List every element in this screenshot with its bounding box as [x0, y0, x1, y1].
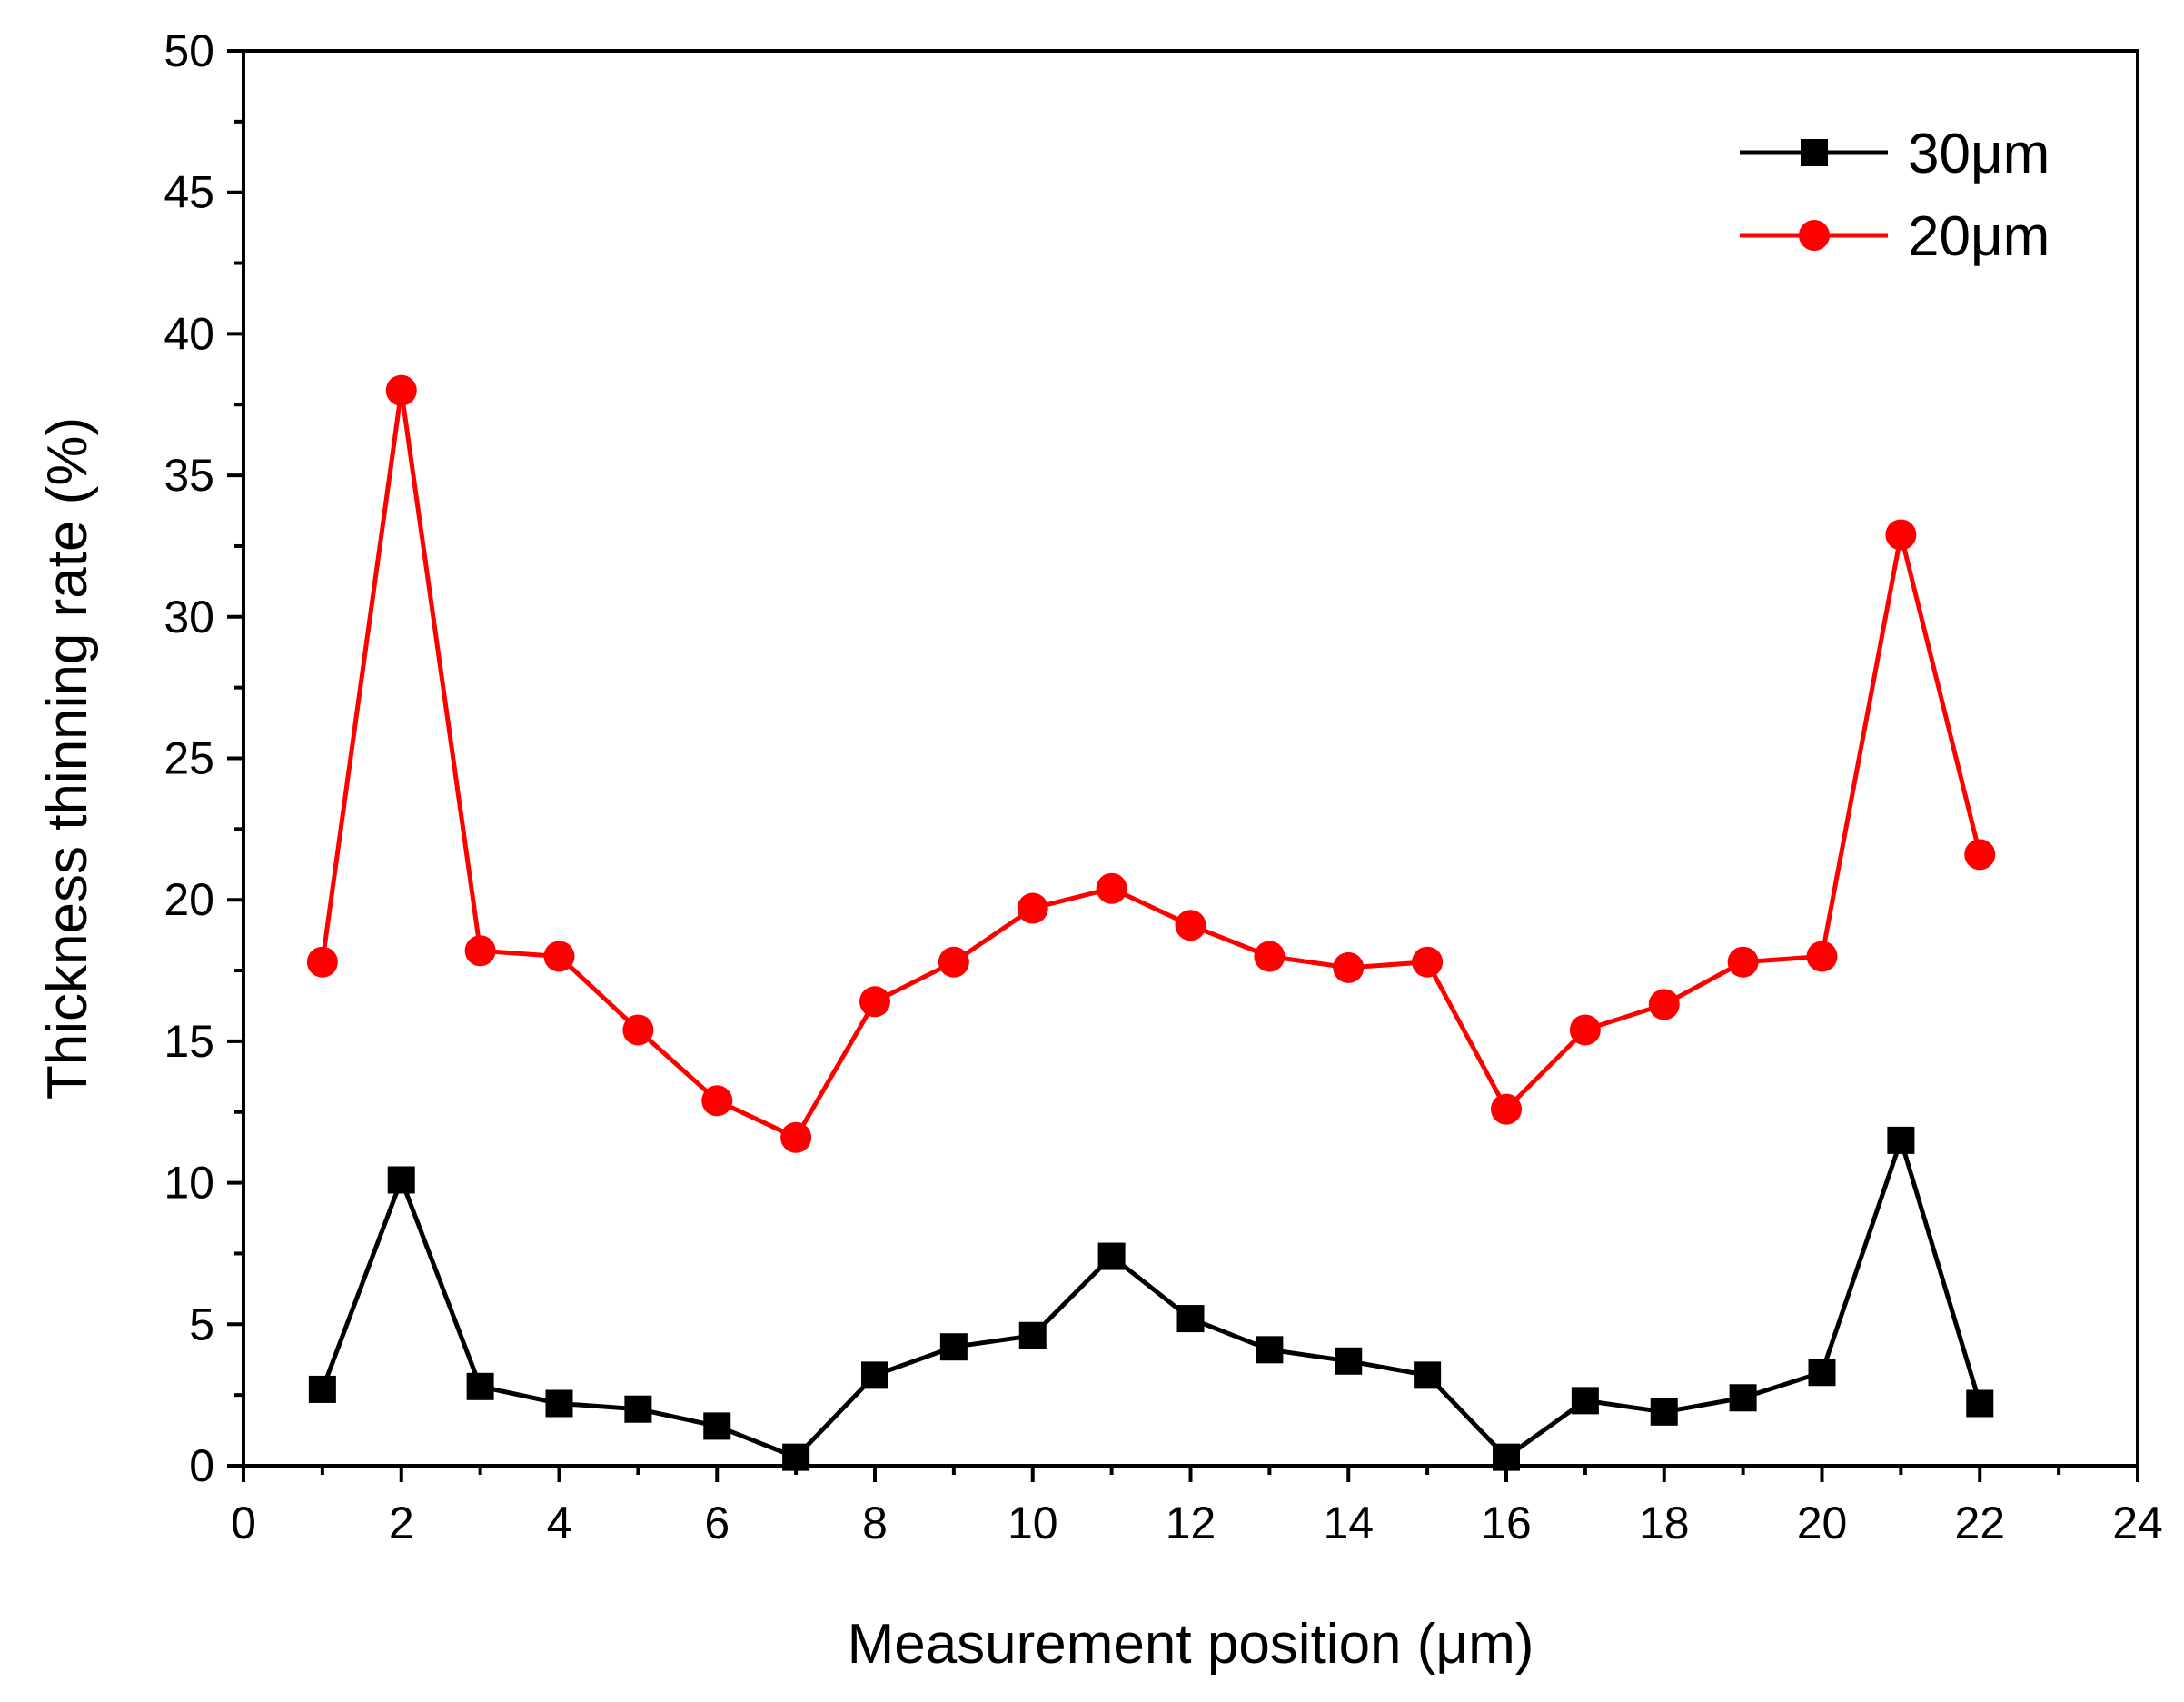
y-tick-label: 20 — [164, 874, 214, 925]
x-axis-title: Measurement position (μm) — [848, 1613, 1534, 1676]
data-point — [1885, 519, 1917, 551]
series-line — [320, 1138, 1982, 1460]
x-tick-label: 20 — [1797, 1498, 1848, 1548]
data-point — [703, 1412, 731, 1440]
legend-label: 20μm — [1908, 205, 2050, 268]
x-tick-label: 10 — [1008, 1498, 1058, 1548]
data-point — [861, 1361, 888, 1389]
plot-area-frame — [242, 49, 2139, 1468]
y-tick-label: 35 — [164, 450, 214, 501]
data-point — [859, 986, 890, 1018]
series-line — [320, 388, 1982, 1140]
data-point — [1729, 1384, 1757, 1412]
data-point — [1256, 1336, 1284, 1364]
data-point — [1808, 1359, 1836, 1387]
data-point — [543, 941, 575, 972]
x-tick-label: 14 — [1323, 1498, 1374, 1548]
x-tick-label: 18 — [1639, 1498, 1690, 1548]
x-tick-label: 0 — [231, 1498, 256, 1548]
data-point — [1571, 1387, 1599, 1415]
y-tick-label: 45 — [164, 167, 214, 218]
legend-item: 20μm — [1740, 205, 2050, 268]
y-tick-label: 50 — [164, 25, 214, 76]
data-point — [1569, 1014, 1601, 1046]
legend: 30μm 20μm — [1740, 123, 2050, 268]
data-point — [939, 1333, 968, 1361]
data-point — [308, 1375, 336, 1403]
data-point — [1648, 989, 1680, 1020]
x-tick-label: 12 — [1166, 1498, 1216, 1548]
data-point — [1097, 1242, 1126, 1270]
data-point — [1727, 946, 1759, 978]
x-tick-label: 4 — [547, 1498, 572, 1548]
series-layer — [306, 374, 1996, 1471]
data-point — [1887, 1126, 1915, 1154]
y-tick-label: 10 — [164, 1158, 214, 1209]
x-tick-label: 2 — [389, 1498, 414, 1548]
y-axis-title: Thickness thinning rate (%) — [36, 417, 99, 1100]
axis-ticks: 0 2 4 6 8 10 12 14 16 18 20 22 240510152025303540455… — [164, 25, 2162, 1548]
data-point — [385, 374, 417, 406]
series-20μm — [306, 374, 1996, 1153]
data-point — [1017, 892, 1048, 924]
data-point — [1412, 946, 1444, 978]
y-tick-label: 5 — [189, 1299, 214, 1349]
x-tick-label: 8 — [862, 1498, 888, 1548]
data-point — [1806, 941, 1838, 972]
data-point — [1491, 1093, 1522, 1125]
legend-label: 30μm — [1908, 123, 2050, 185]
data-point — [1414, 1361, 1442, 1389]
data-point — [1096, 872, 1127, 904]
y-tick-label: 0 — [189, 1440, 214, 1491]
x-tick-label: 16 — [1481, 1498, 1532, 1548]
legend-marker — [1799, 220, 1830, 251]
data-point — [938, 946, 969, 978]
data-point — [1964, 839, 1996, 871]
x-tick-label: 22 — [1954, 1498, 2005, 1548]
y-tick-label: 25 — [164, 733, 214, 784]
data-point — [1966, 1389, 1994, 1418]
series-30μm — [308, 1126, 1994, 1471]
y-tick-label: 30 — [164, 592, 214, 642]
data-point — [464, 935, 496, 967]
data-point — [780, 1121, 812, 1153]
data-point — [1175, 910, 1206, 941]
data-point — [387, 1166, 415, 1194]
legend-marker — [1801, 139, 1828, 166]
data-point — [1018, 1321, 1047, 1349]
y-tick-label: 15 — [164, 1016, 214, 1067]
data-point — [1335, 1347, 1363, 1375]
data-point — [1333, 951, 1365, 983]
data-point — [466, 1372, 494, 1400]
x-tick-label: 24 — [2112, 1498, 2163, 1548]
x-tick-label: 6 — [704, 1498, 730, 1548]
data-point — [701, 1085, 733, 1117]
data-point — [545, 1389, 573, 1418]
data-point — [1254, 941, 1286, 972]
y-tick-label: 40 — [164, 308, 214, 359]
data-point — [306, 946, 338, 978]
legend-item: 30μm — [1740, 123, 2050, 185]
data-point — [624, 1395, 652, 1423]
data-point — [1176, 1305, 1205, 1333]
data-point — [1650, 1398, 1678, 1426]
data-point — [622, 1014, 654, 1046]
